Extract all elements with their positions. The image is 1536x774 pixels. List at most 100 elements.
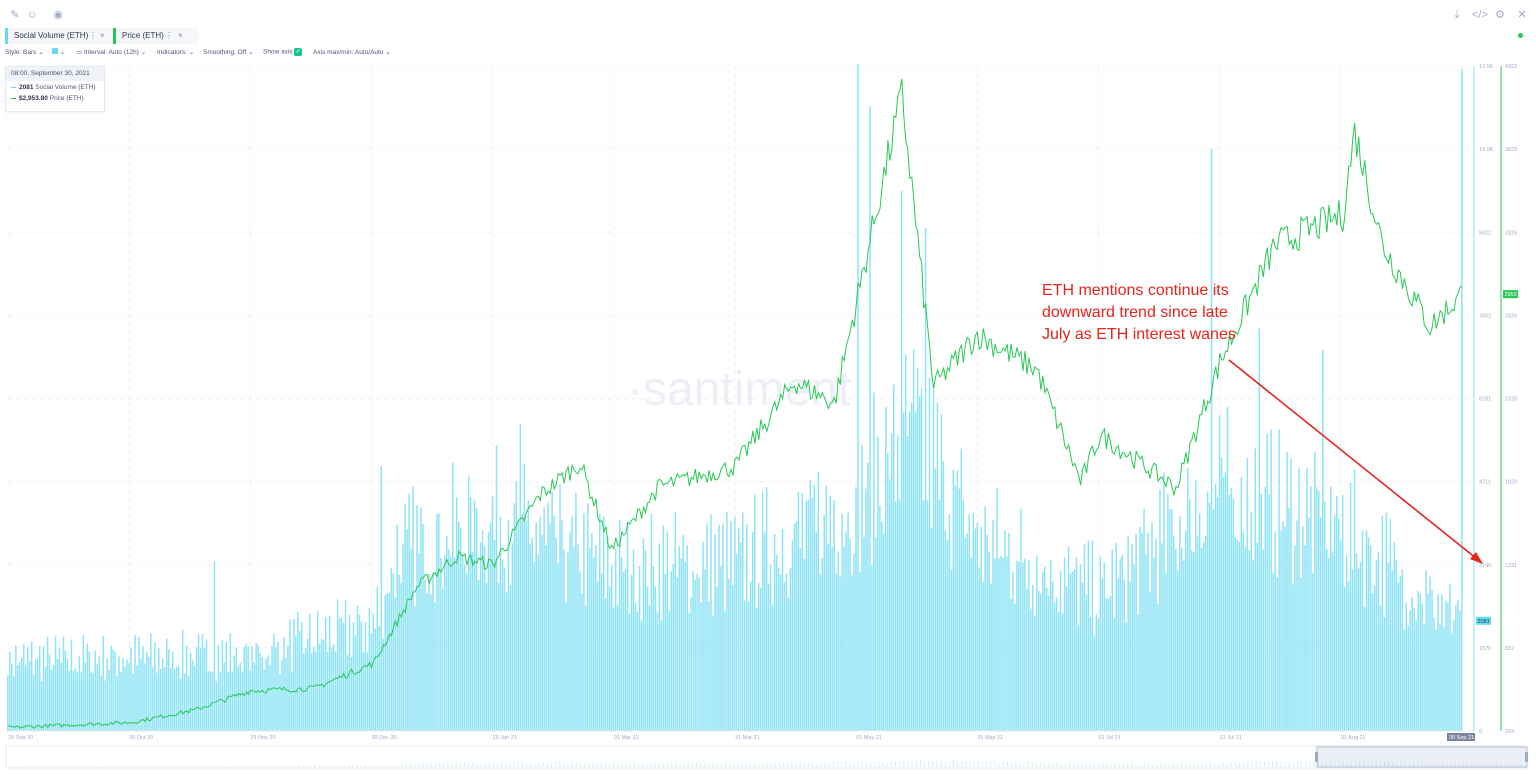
x-axis: 29 Sep 20 30 Oct 20 29 Nov 20 30 Dec 20 29 J… <box>8 730 1475 741</box>
volume-bar <box>926 500 929 731</box>
navigator-bar <box>426 762 428 767</box>
volume-bar <box>952 469 955 731</box>
eye-icon[interactable]: ◉ <box>53 9 63 21</box>
more-icon[interactable]: ⋮ <box>89 31 97 40</box>
volume-bar <box>914 411 917 731</box>
metric-chip-social-volume[interactable]: Social Volume (ETH) ⋮ × <box>5 28 118 44</box>
volume-bar <box>497 583 500 731</box>
volume-bar <box>1439 624 1441 731</box>
volume-bar <box>700 602 702 731</box>
indicators-select[interactable]: Indicators: ⌄ <box>157 49 195 56</box>
volume-bar <box>398 575 400 731</box>
volume-bar <box>1333 515 1336 731</box>
show-axis-toggle[interactable]: Show axis ✓ <box>263 48 303 56</box>
show-axis-label: Show axis <box>263 48 293 56</box>
navigator-bar <box>1355 762 1357 767</box>
volume-bar <box>672 563 675 731</box>
navigator-bar <box>1359 762 1361 767</box>
volume-bar <box>535 522 537 731</box>
navigator-bar <box>816 763 818 767</box>
volume-bar <box>456 497 458 731</box>
draw-icon[interactable]: ✎ <box>10 9 20 21</box>
navigator-bar <box>422 762 424 767</box>
navigator-handle-right[interactable] <box>1525 752 1528 762</box>
volume-bar <box>1010 598 1012 731</box>
volume-bar <box>217 645 220 731</box>
volume-bar <box>1459 610 1461 731</box>
volume-bar <box>1163 472 1165 731</box>
volume-bar <box>829 496 831 731</box>
volume-bar <box>503 567 506 731</box>
volume-bar <box>1055 597 1058 731</box>
more-icon[interactable]: ⋮ <box>165 31 173 40</box>
volume-bar <box>704 569 706 731</box>
volume-bar <box>253 662 255 731</box>
navigator-bar <box>517 761 519 767</box>
navigator-bar <box>1234 762 1236 767</box>
navigator-bar <box>646 763 648 767</box>
volume-bar <box>28 661 31 731</box>
navigator-bar <box>1363 761 1365 767</box>
navigator-bar <box>538 762 540 767</box>
volume-bar <box>753 495 756 731</box>
navigator-bar <box>1089 763 1091 767</box>
download-icon[interactable]: ⤓ <box>1454 9 1460 21</box>
axis-maxmin-select[interactable]: Axis max/min: Auto/Auto ⌄ <box>313 49 391 56</box>
navigator-bar <box>783 763 785 767</box>
settings-icon[interactable]: ⚙ <box>1495 9 1505 21</box>
navigator-bar <box>1288 761 1290 767</box>
volume-bar <box>1443 627 1445 731</box>
navigator-bar <box>107 765 109 767</box>
metric-chip-price[interactable]: Price (ETH) ⋮ × <box>113 28 198 44</box>
volume-bar <box>608 586 611 731</box>
volume-bar <box>235 647 238 731</box>
close-icon[interactable]: ✕ <box>1517 9 1527 21</box>
navigator-bar <box>99 765 101 767</box>
navigator-bar <box>497 762 499 767</box>
volume-bar <box>940 414 943 731</box>
navigator-bar <box>165 765 167 767</box>
volume-bar <box>72 671 75 731</box>
volume-bar <box>309 613 311 731</box>
navigator-bar <box>1301 761 1303 767</box>
navigator-bar <box>410 764 411 767</box>
style-select[interactable]: Style: Bars ⌄ <box>5 49 44 56</box>
volume-bar <box>386 593 388 731</box>
volume-bar <box>279 674 281 731</box>
embed-code-icon[interactable]: </> <box>1472 9 1488 21</box>
volume-bar <box>642 538 645 731</box>
volume-bar <box>1425 570 1427 731</box>
volume-bar <box>883 533 885 731</box>
navigator-bar <box>708 764 710 767</box>
volume-bar <box>1087 540 1090 731</box>
volume-bar <box>561 520 563 731</box>
volume-bar <box>199 648 202 731</box>
volume-bar <box>245 643 247 731</box>
volume-bar <box>652 565 655 731</box>
emoji-icon[interactable]: ☺ <box>26 9 38 21</box>
navigator-bar <box>936 760 938 767</box>
volume-bar <box>1294 545 1296 731</box>
remove-metric-icon[interactable]: × <box>178 31 183 40</box>
navigator-bar <box>240 765 242 767</box>
volume-bar <box>410 548 412 731</box>
volume-bar <box>889 479 891 731</box>
volume-bar <box>1186 467 1189 731</box>
color-picker[interactable]: ⌄ <box>52 48 65 56</box>
volume-bar <box>76 672 79 731</box>
navigator-bar <box>778 762 780 767</box>
volume-bar <box>1393 542 1396 731</box>
volume-bar <box>1278 429 1280 731</box>
volume-bar <box>11 663 13 731</box>
volume-bar <box>1222 477 1225 731</box>
navigator-window[interactable] <box>1316 746 1528 768</box>
volume-bar <box>1232 498 1235 731</box>
remove-metric-icon[interactable]: × <box>100 31 105 40</box>
smoothing-select[interactable]: Smoothing: Off ⌄ <box>203 49 254 56</box>
navigator-handle-left[interactable] <box>1315 752 1318 762</box>
interval-select[interactable]: ▭ Interval: Auto (12h) ⌄ <box>76 49 147 56</box>
volume-bar <box>744 600 746 731</box>
volume-bar <box>1240 476 1243 731</box>
checkbox-checked-icon[interactable]: ✓ <box>294 48 303 56</box>
